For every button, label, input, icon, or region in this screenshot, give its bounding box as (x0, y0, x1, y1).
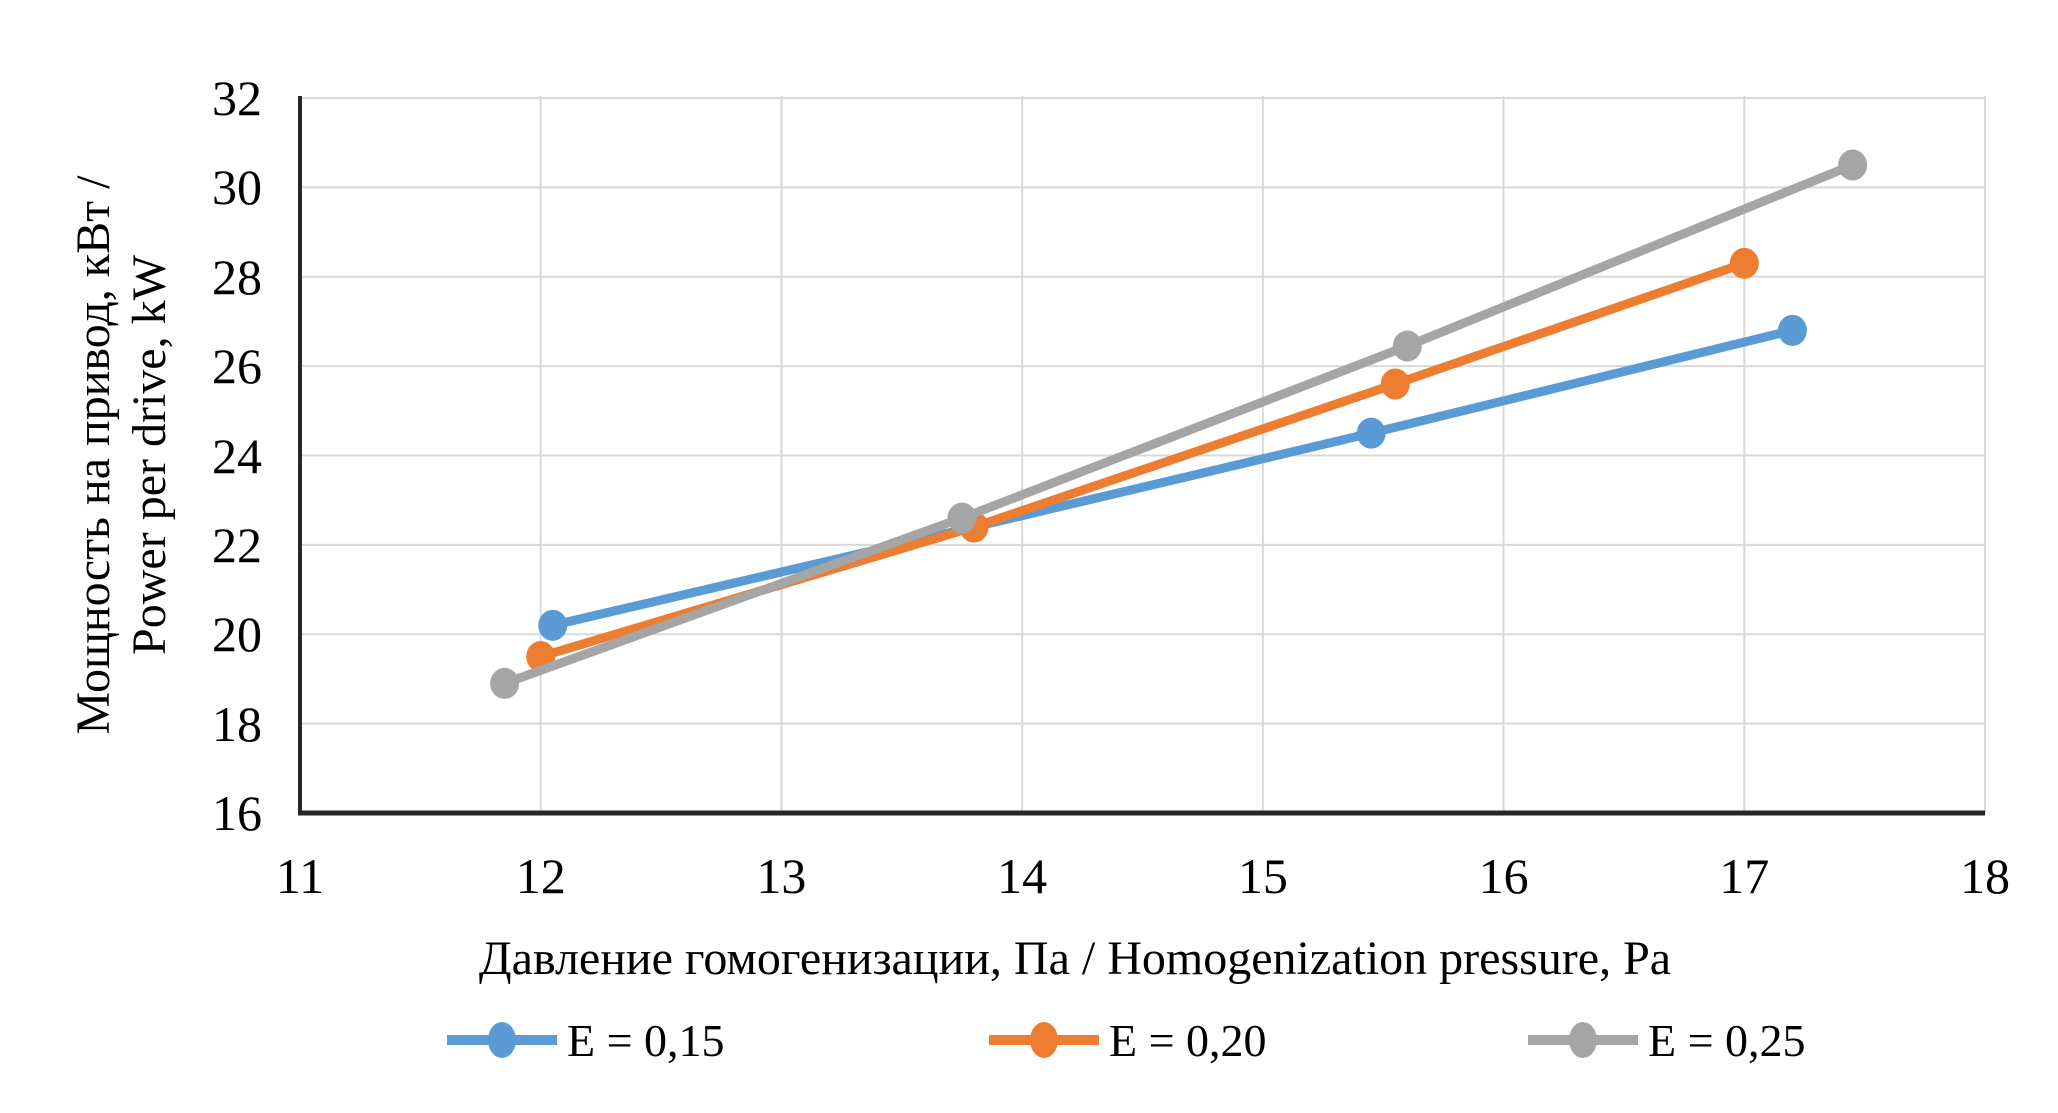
y-tick-label: 32 (212, 70, 262, 126)
data-point-marker (1777, 314, 1807, 346)
x-tick-label: 16 (1478, 848, 1529, 904)
legend-item: Е = 0,25 (1528, 1008, 1806, 1072)
x-tick-label: 13 (756, 848, 807, 904)
legend-marker-icon (1528, 1022, 1638, 1058)
data-point-marker (1380, 368, 1410, 400)
x-tick-label: 15 (1237, 848, 1288, 904)
y-tick-label: 26 (212, 338, 262, 395)
data-point-marker (538, 609, 568, 641)
chart-legend: Е = 0,15 Е = 0,20 Е = 0,25 (0, 1008, 2058, 1078)
x-tick-label: 14 (997, 848, 1048, 904)
x-tick-label: 18 (1960, 848, 2010, 904)
legend-marker-icon (989, 1022, 1099, 1058)
x-tick-label: 11 (275, 848, 325, 904)
legend-label: Е = 0,20 (1109, 1014, 1267, 1066)
series-line (548, 325, 1797, 630)
data-point-marker (490, 667, 520, 699)
x-tick-label: 17 (1719, 848, 1770, 904)
x-axis-title: Давление гомогенизации, Па / Homogenizat… (478, 932, 1672, 985)
legend-item: Е = 0,15 (447, 1008, 725, 1072)
y-tick-label: 28 (212, 248, 262, 305)
legend-marker (488, 1022, 516, 1058)
legend-item: Е = 0,20 (989, 1008, 1267, 1072)
series-line (536, 258, 1749, 662)
data-point-marker (1356, 417, 1386, 449)
y-tick-label: 22 (212, 516, 262, 573)
y-tick-label: 20 (212, 606, 262, 663)
data-point-marker (1729, 247, 1759, 279)
y-axis-title-line1: Мощность на привод, кВт / (67, 175, 120, 735)
legend-marker (1030, 1022, 1058, 1058)
y-tick-label: 16 (212, 785, 262, 841)
legend-label: Е = 0,15 (567, 1014, 725, 1066)
y-tick-label: 18 (212, 695, 262, 752)
series-line (500, 160, 1858, 688)
y-tick-label: 24 (212, 427, 262, 484)
y-tick-label: 30 (212, 159, 262, 216)
legend-marker-icon (447, 1022, 557, 1058)
x-tick-label: 12 (515, 848, 566, 904)
data-point-marker (1392, 330, 1422, 362)
legend-marker (1569, 1022, 1597, 1058)
data-point-marker (1838, 149, 1868, 181)
legend-label: Е = 0,25 (1648, 1014, 1806, 1066)
data-point-marker (947, 502, 977, 534)
